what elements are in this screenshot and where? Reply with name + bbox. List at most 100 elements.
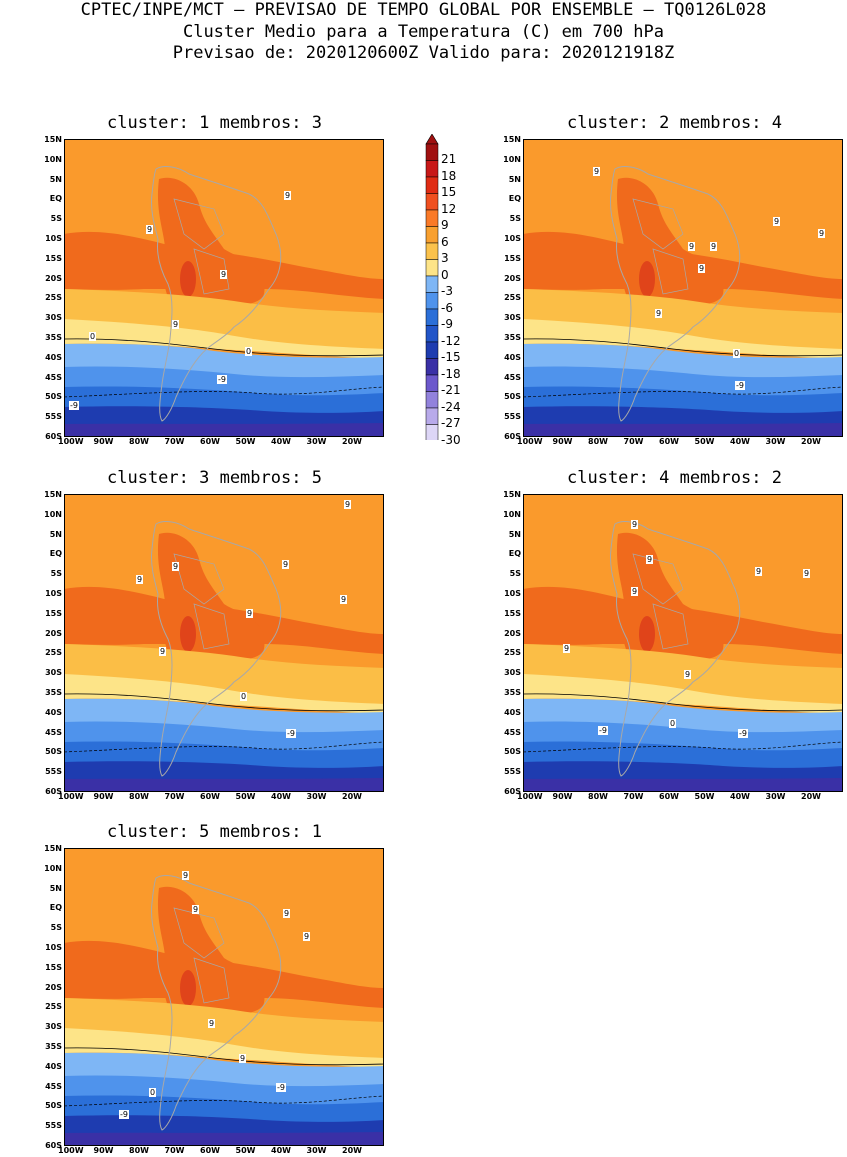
lon-tick-label: 20W xyxy=(342,437,362,446)
lat-tick-label: 20S xyxy=(45,273,62,283)
contour-value-label: 9 xyxy=(303,932,311,941)
lat-tick-label: 40S xyxy=(45,1061,62,1071)
contour-value-label: 9 xyxy=(684,670,692,679)
lon-tick-label: 20W xyxy=(801,792,821,801)
lat-tick-label: 15N xyxy=(44,844,62,853)
lat-tick-label: 25S xyxy=(45,293,62,303)
lat-tick-label: 45S xyxy=(504,372,521,382)
legend-color-swatch xyxy=(425,143,439,161)
legend-level-label: 12 xyxy=(441,201,457,216)
legend-level-label: -3 xyxy=(441,284,453,298)
lon-tick-label: 60W xyxy=(200,1146,220,1155)
lat-tick-label: 60S xyxy=(45,432,62,441)
contour-value-label: 9 xyxy=(282,560,290,569)
legend-level-label: 9 xyxy=(441,218,449,232)
lon-tick-label: 60W xyxy=(659,437,679,446)
lat-tick-label: 15N xyxy=(44,135,62,144)
legend-color-swatch xyxy=(425,259,439,277)
panel-4-map xyxy=(523,494,843,792)
panel-2-map xyxy=(523,139,843,437)
contour-value-label: -9 xyxy=(735,381,745,390)
lat-tick-label: 25S xyxy=(45,648,62,658)
lat-tick-label: 15S xyxy=(45,253,62,263)
lat-tick-label: 60S xyxy=(45,787,62,796)
legend-color-swatch xyxy=(425,308,439,326)
panel-2-title: cluster: 2 membros: 4 xyxy=(567,113,782,133)
lat-tick-label: 5N xyxy=(508,174,521,184)
lat-tick-label: 55S xyxy=(45,412,62,422)
header-line-2: Cluster Medio para a Temperatura (C) em … xyxy=(182,22,665,42)
lon-tick-label: 20W xyxy=(801,437,821,446)
panel-1-map xyxy=(64,139,384,437)
lat-tick-label: 50S xyxy=(504,747,521,757)
legend-level-label: -21 xyxy=(441,383,461,397)
legend-color-swatch xyxy=(425,226,439,244)
contour-value-label: 9 xyxy=(655,309,663,318)
contour-value-label: 0 xyxy=(733,349,741,358)
lon-tick-label: 100W xyxy=(58,437,84,446)
contour-value-label: 9 xyxy=(172,562,180,571)
contour-value-label: 9 xyxy=(755,567,763,576)
lon-tick-label: 40W xyxy=(271,437,291,446)
lon-tick-label: 100W xyxy=(517,792,543,801)
lon-tick-label: 70W xyxy=(623,792,644,801)
lat-tick-label: 25S xyxy=(504,293,521,303)
contour-value-label: 9 xyxy=(192,905,200,914)
legend-color-swatch xyxy=(425,275,439,293)
lat-tick-label: 55S xyxy=(45,1121,62,1131)
lat-tick-label: 40S xyxy=(45,352,62,362)
lat-tick-label: 15N xyxy=(44,490,62,499)
legend-level-label: -24 xyxy=(441,399,461,414)
contour-value-label: 0 xyxy=(149,1088,157,1097)
legend-color-swatch xyxy=(425,176,439,194)
lat-tick-label: 30S xyxy=(504,668,521,678)
contour-value-label: -9 xyxy=(598,726,608,735)
legend-level-label: 0 xyxy=(441,267,449,282)
contour-value-label: 9 xyxy=(159,647,167,656)
lon-tick-label: 80W xyxy=(588,792,608,801)
lon-tick-label: 30W xyxy=(306,1146,327,1155)
legend-level-label: 15 xyxy=(441,185,457,199)
contour-value-label: 9 xyxy=(698,264,706,273)
legend-level-label: 6 xyxy=(441,234,449,249)
contour-value-label: -9 xyxy=(738,729,748,738)
lat-tick-label: EQ xyxy=(508,194,521,204)
panel-4-title: cluster: 4 membros: 2 xyxy=(567,468,782,488)
panel-3-map xyxy=(64,494,384,792)
lat-tick-label: 60S xyxy=(45,1141,62,1150)
panel-5-title: cluster: 5 membros: 1 xyxy=(107,822,322,842)
contour-value-label: 9 xyxy=(246,609,254,618)
legend-color-swatch xyxy=(425,341,439,359)
lat-tick-label: 5S xyxy=(509,569,521,579)
lon-tick-label: 50W xyxy=(235,437,256,446)
contour-value-label: 0 xyxy=(669,719,677,728)
lat-tick-label: 10S xyxy=(504,589,521,598)
lon-tick-label: 100W xyxy=(517,437,543,446)
contour-value-label: 9 xyxy=(172,320,180,329)
legend-color-swatch xyxy=(425,242,439,260)
legend-level-label: -15 xyxy=(441,350,461,364)
lat-tick-label: 50S xyxy=(45,392,62,402)
lat-tick-label: 15N xyxy=(503,135,521,144)
lat-tick-label: 10N xyxy=(44,863,62,873)
header-line-1: CPTEC/INPE/MCT – PREVISAO DE TEMPO GLOBA… xyxy=(80,0,767,20)
lat-tick-label: EQ xyxy=(49,549,62,559)
lat-tick-label: 45S xyxy=(504,727,521,737)
lat-tick-label: EQ xyxy=(49,194,62,204)
contour-value-label: 0 xyxy=(240,692,248,701)
lon-tick-label: 30W xyxy=(306,792,327,801)
legend-level-label: -6 xyxy=(441,300,453,315)
lat-tick-label: 10N xyxy=(503,509,521,519)
lat-tick-label: 10S xyxy=(504,234,521,243)
lon-tick-label: 100W xyxy=(58,1146,84,1155)
lat-tick-label: 15S xyxy=(45,608,62,618)
lon-tick-label: 90W xyxy=(552,437,573,446)
contour-value-label: -9 xyxy=(69,401,79,410)
lat-tick-label: 30S xyxy=(45,313,62,323)
lon-tick-label: 30W xyxy=(306,437,327,446)
contour-value-label: 0 xyxy=(89,332,97,341)
contour-value-label: 9 xyxy=(818,229,826,238)
lat-tick-label: 15S xyxy=(504,608,521,618)
contour-value-label: 9 xyxy=(344,500,352,509)
legend-color-swatch xyxy=(425,374,439,392)
